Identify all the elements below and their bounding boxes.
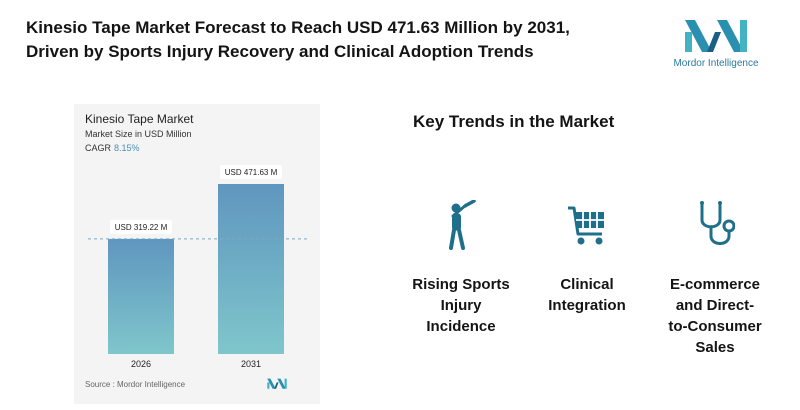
data-label-box-2026 [110,219,172,234]
trend-item-sports-injury: Rising Sports Injury Incidence [400,200,522,337]
chart-panel: USD 319.22 M 2026 USD 471.63 M 2031 Kinesio… [74,104,320,404]
trend-label-clinical: Clinical Integration [548,276,626,314]
bar-2026 [108,238,174,354]
data-label-2026: USD 319.22 M [115,223,168,232]
stethoscope-icon [700,201,735,245]
bar-chart: USD 319.22 M 2026 USD 471.63 M 2031 [88,165,310,369]
data-label-box-2031 [220,165,282,179]
trend-item-ecommerce: E-commerce and Direct- to-Consumer Sales [658,200,772,358]
chart-title: Kinesio Tape Market [85,112,194,126]
trend-label-sports-injury: Rising Sports Injury Incidence [412,276,510,335]
source-note: Source : Mordor Intelligence [85,380,186,389]
baseball-player-icon [449,200,476,250]
x-tick-label-2031: 2031 [241,359,261,369]
chart-subtitle: Market Size in USD Million [85,129,192,139]
bar-2031 [218,184,284,354]
cagr-value: 8.15% [114,143,140,153]
page-title-line-1: Kinesio Tape Market Forecast to Reach US… [26,18,570,37]
trend-label-ecommerce: E-commerce and Direct- to-Consumer Sales [668,276,762,356]
brand-name: Mordor Intelligence [673,58,759,69]
cagr-text: CAGR 8.15% [85,143,140,153]
brand-logo: Mordor Intelligence [664,18,768,69]
mordor-logo-icon [685,20,747,52]
source-logo-icon [267,378,287,389]
shopping-cart-icon [568,206,604,245]
cagr-label: CAGR [85,143,112,153]
trend-item-clinical: Clinical Integration [540,200,634,316]
data-label-2031: USD 471.63 M [225,168,278,177]
x-tick-label-2026: 2026 [131,359,151,369]
page-title: Kinesio Tape Market Forecast to Reach US… [26,16,646,64]
page-title-line-2: Driven by Sports Injury Recovery and Cli… [26,42,534,61]
key-trends-title: Key Trends in the Market [413,112,615,131]
